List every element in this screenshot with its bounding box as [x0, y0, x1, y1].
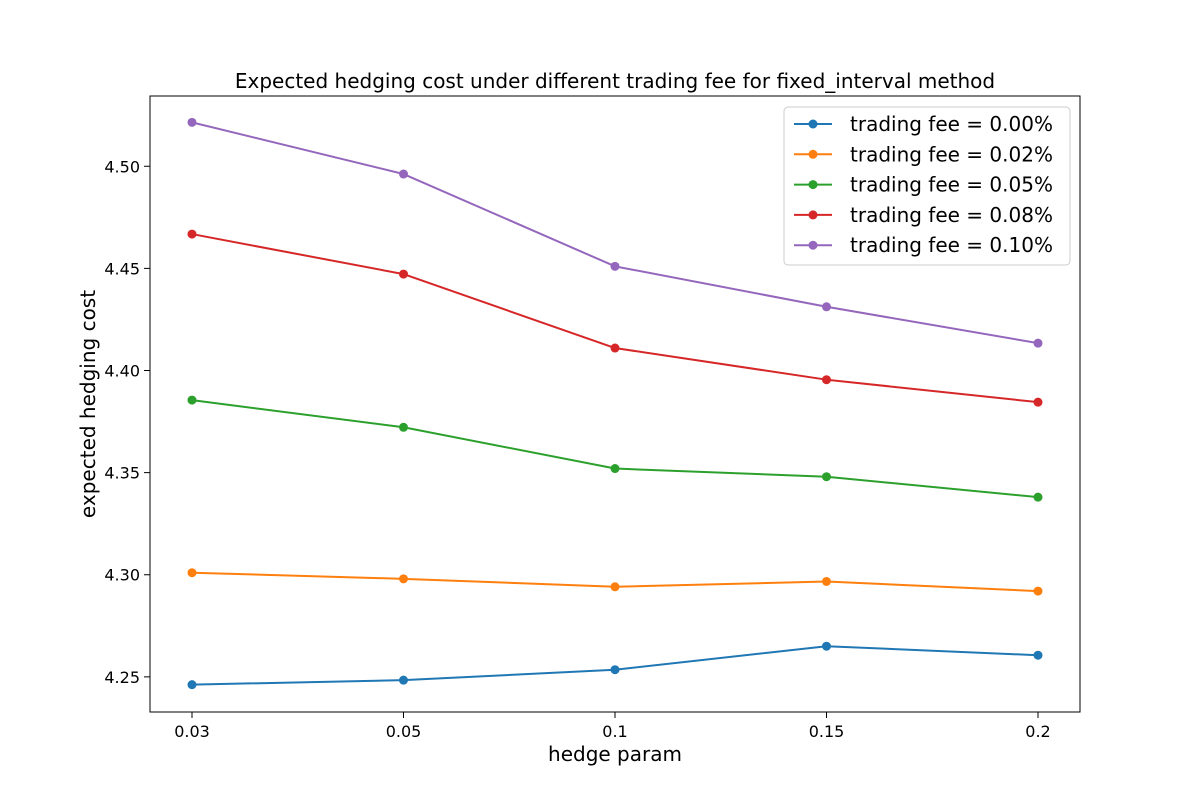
x-tick-label: 0.15	[809, 722, 845, 741]
x-axis-label: hedge param	[548, 742, 682, 766]
legend-item: trading fee = 0.02%	[794, 142, 1053, 166]
legend-items: trading fee = 0.00% trading fee = 0.02% tr…	[794, 112, 1053, 257]
data-point	[187, 568, 197, 578]
data-point	[399, 422, 408, 432]
data-point	[822, 641, 831, 651]
data-point	[610, 582, 620, 592]
legend-item: trading fee = 0.10%	[794, 233, 1053, 257]
legend-swatch-marker	[808, 240, 818, 250]
legend-label: trading fee = 0.10%	[850, 233, 1053, 257]
legend-swatch-marker	[808, 210, 818, 220]
data-point	[1033, 338, 1043, 348]
series-line	[191, 399, 1039, 499]
data-point	[399, 269, 408, 279]
y-axis-ticks: 4.25 4.30 4.35 4.40 4.45 4.50	[104, 157, 150, 687]
series-3	[187, 229, 1043, 407]
data-point	[399, 675, 408, 685]
y-tick-label: 4.30	[104, 566, 140, 585]
y-tick-label: 4.40	[104, 362, 140, 381]
x-tick-label: 0.05	[386, 722, 422, 741]
data-point	[399, 169, 408, 179]
x-tick-label: 0.2	[1025, 722, 1050, 741]
data-point	[187, 117, 197, 127]
y-tick-label: 4.35	[104, 464, 140, 483]
data-point	[1033, 650, 1043, 660]
data-point	[187, 395, 197, 405]
data-point	[1033, 492, 1043, 502]
x-tick-label: 0.03	[174, 722, 210, 741]
legend-label: trading fee = 0.00%	[850, 112, 1053, 136]
data-point	[187, 229, 197, 239]
legend-frame	[783, 106, 1071, 266]
data-point	[399, 574, 408, 584]
data-point	[187, 680, 197, 690]
y-tick-label: 4.50	[104, 157, 140, 176]
data-point	[610, 464, 620, 474]
legend-label: trading fee = 0.05%	[850, 173, 1053, 197]
data-point	[822, 302, 831, 312]
legend-swatch-marker	[808, 180, 818, 190]
data-point	[1033, 397, 1043, 407]
legend-swatch-marker	[808, 149, 818, 159]
data-point	[610, 665, 620, 675]
legend-label: trading fee = 0.02%	[850, 142, 1053, 166]
y-tick-label: 4.45	[104, 259, 140, 278]
legend-item: trading fee = 0.08%	[794, 203, 1053, 227]
x-axis-ticks: 0.03 0.05 0.1 0.15 0.2	[174, 712, 1051, 741]
legend-item: trading fee = 0.00%	[794, 112, 1053, 136]
legend-item: trading fee = 0.05%	[794, 173, 1053, 197]
data-point	[822, 375, 831, 385]
legend: trading fee = 0.00% trading fee = 0.02% tr…	[783, 106, 1071, 266]
series-0	[187, 641, 1043, 690]
series-2	[187, 395, 1043, 502]
chart-title: Expected hedging cost under different tr…	[235, 69, 995, 93]
data-point	[610, 261, 620, 271]
legend-label: trading fee = 0.08%	[850, 203, 1053, 227]
data-point	[822, 472, 831, 482]
series-1	[187, 568, 1043, 596]
legend-swatch-marker	[808, 119, 818, 129]
series-4	[187, 117, 1043, 348]
y-axis-label: expected hedging cost	[76, 290, 100, 518]
y-tick-label: 4.25	[104, 668, 140, 687]
series-layer	[187, 117, 1043, 690]
data-point	[1033, 586, 1043, 596]
x-tick-label: 0.1	[602, 722, 627, 741]
data-point	[610, 343, 620, 353]
data-point	[822, 576, 831, 586]
